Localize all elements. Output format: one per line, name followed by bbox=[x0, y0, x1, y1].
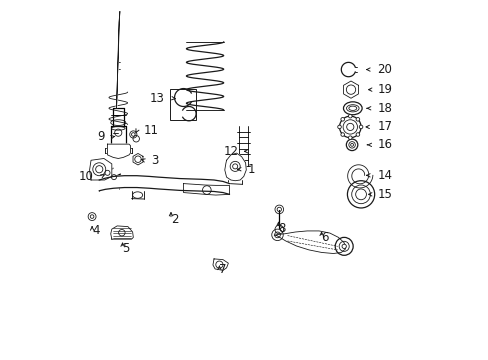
Text: 10: 10 bbox=[79, 170, 94, 183]
Text: 6: 6 bbox=[321, 231, 328, 244]
Polygon shape bbox=[212, 259, 228, 270]
Circle shape bbox=[359, 125, 362, 129]
Circle shape bbox=[340, 117, 344, 121]
Circle shape bbox=[348, 136, 351, 139]
Text: 16: 16 bbox=[376, 138, 391, 151]
Polygon shape bbox=[224, 153, 246, 181]
Bar bbox=[169, 89, 195, 120]
Circle shape bbox=[340, 133, 344, 136]
Polygon shape bbox=[107, 144, 130, 158]
Circle shape bbox=[348, 114, 351, 118]
Circle shape bbox=[355, 133, 359, 136]
Polygon shape bbox=[274, 231, 345, 253]
Text: 11: 11 bbox=[144, 124, 159, 137]
Ellipse shape bbox=[343, 102, 362, 115]
Text: 19: 19 bbox=[376, 83, 391, 96]
Text: 15: 15 bbox=[376, 188, 391, 201]
Text: 1: 1 bbox=[247, 163, 255, 176]
Text: 12: 12 bbox=[223, 145, 238, 158]
Text: 13: 13 bbox=[150, 92, 164, 105]
Circle shape bbox=[355, 117, 359, 121]
Polygon shape bbox=[99, 176, 229, 194]
Polygon shape bbox=[343, 81, 358, 98]
Text: 18: 18 bbox=[376, 102, 391, 115]
Text: 2: 2 bbox=[171, 213, 178, 226]
Text: 3: 3 bbox=[151, 154, 158, 167]
Circle shape bbox=[339, 116, 360, 138]
Text: 5: 5 bbox=[122, 242, 130, 255]
Circle shape bbox=[341, 244, 346, 248]
Circle shape bbox=[337, 125, 341, 129]
Text: 14: 14 bbox=[376, 169, 391, 182]
Polygon shape bbox=[110, 226, 133, 239]
Text: 20: 20 bbox=[376, 63, 391, 76]
Polygon shape bbox=[183, 184, 229, 195]
Circle shape bbox=[346, 181, 374, 208]
Text: 7: 7 bbox=[219, 263, 226, 276]
Text: 4: 4 bbox=[92, 224, 100, 237]
Polygon shape bbox=[133, 153, 142, 165]
Text: 9: 9 bbox=[97, 130, 104, 144]
Text: 17: 17 bbox=[376, 121, 391, 134]
Polygon shape bbox=[89, 158, 112, 180]
Circle shape bbox=[346, 139, 357, 150]
Polygon shape bbox=[116, 12, 120, 108]
Text: 8: 8 bbox=[278, 222, 285, 235]
